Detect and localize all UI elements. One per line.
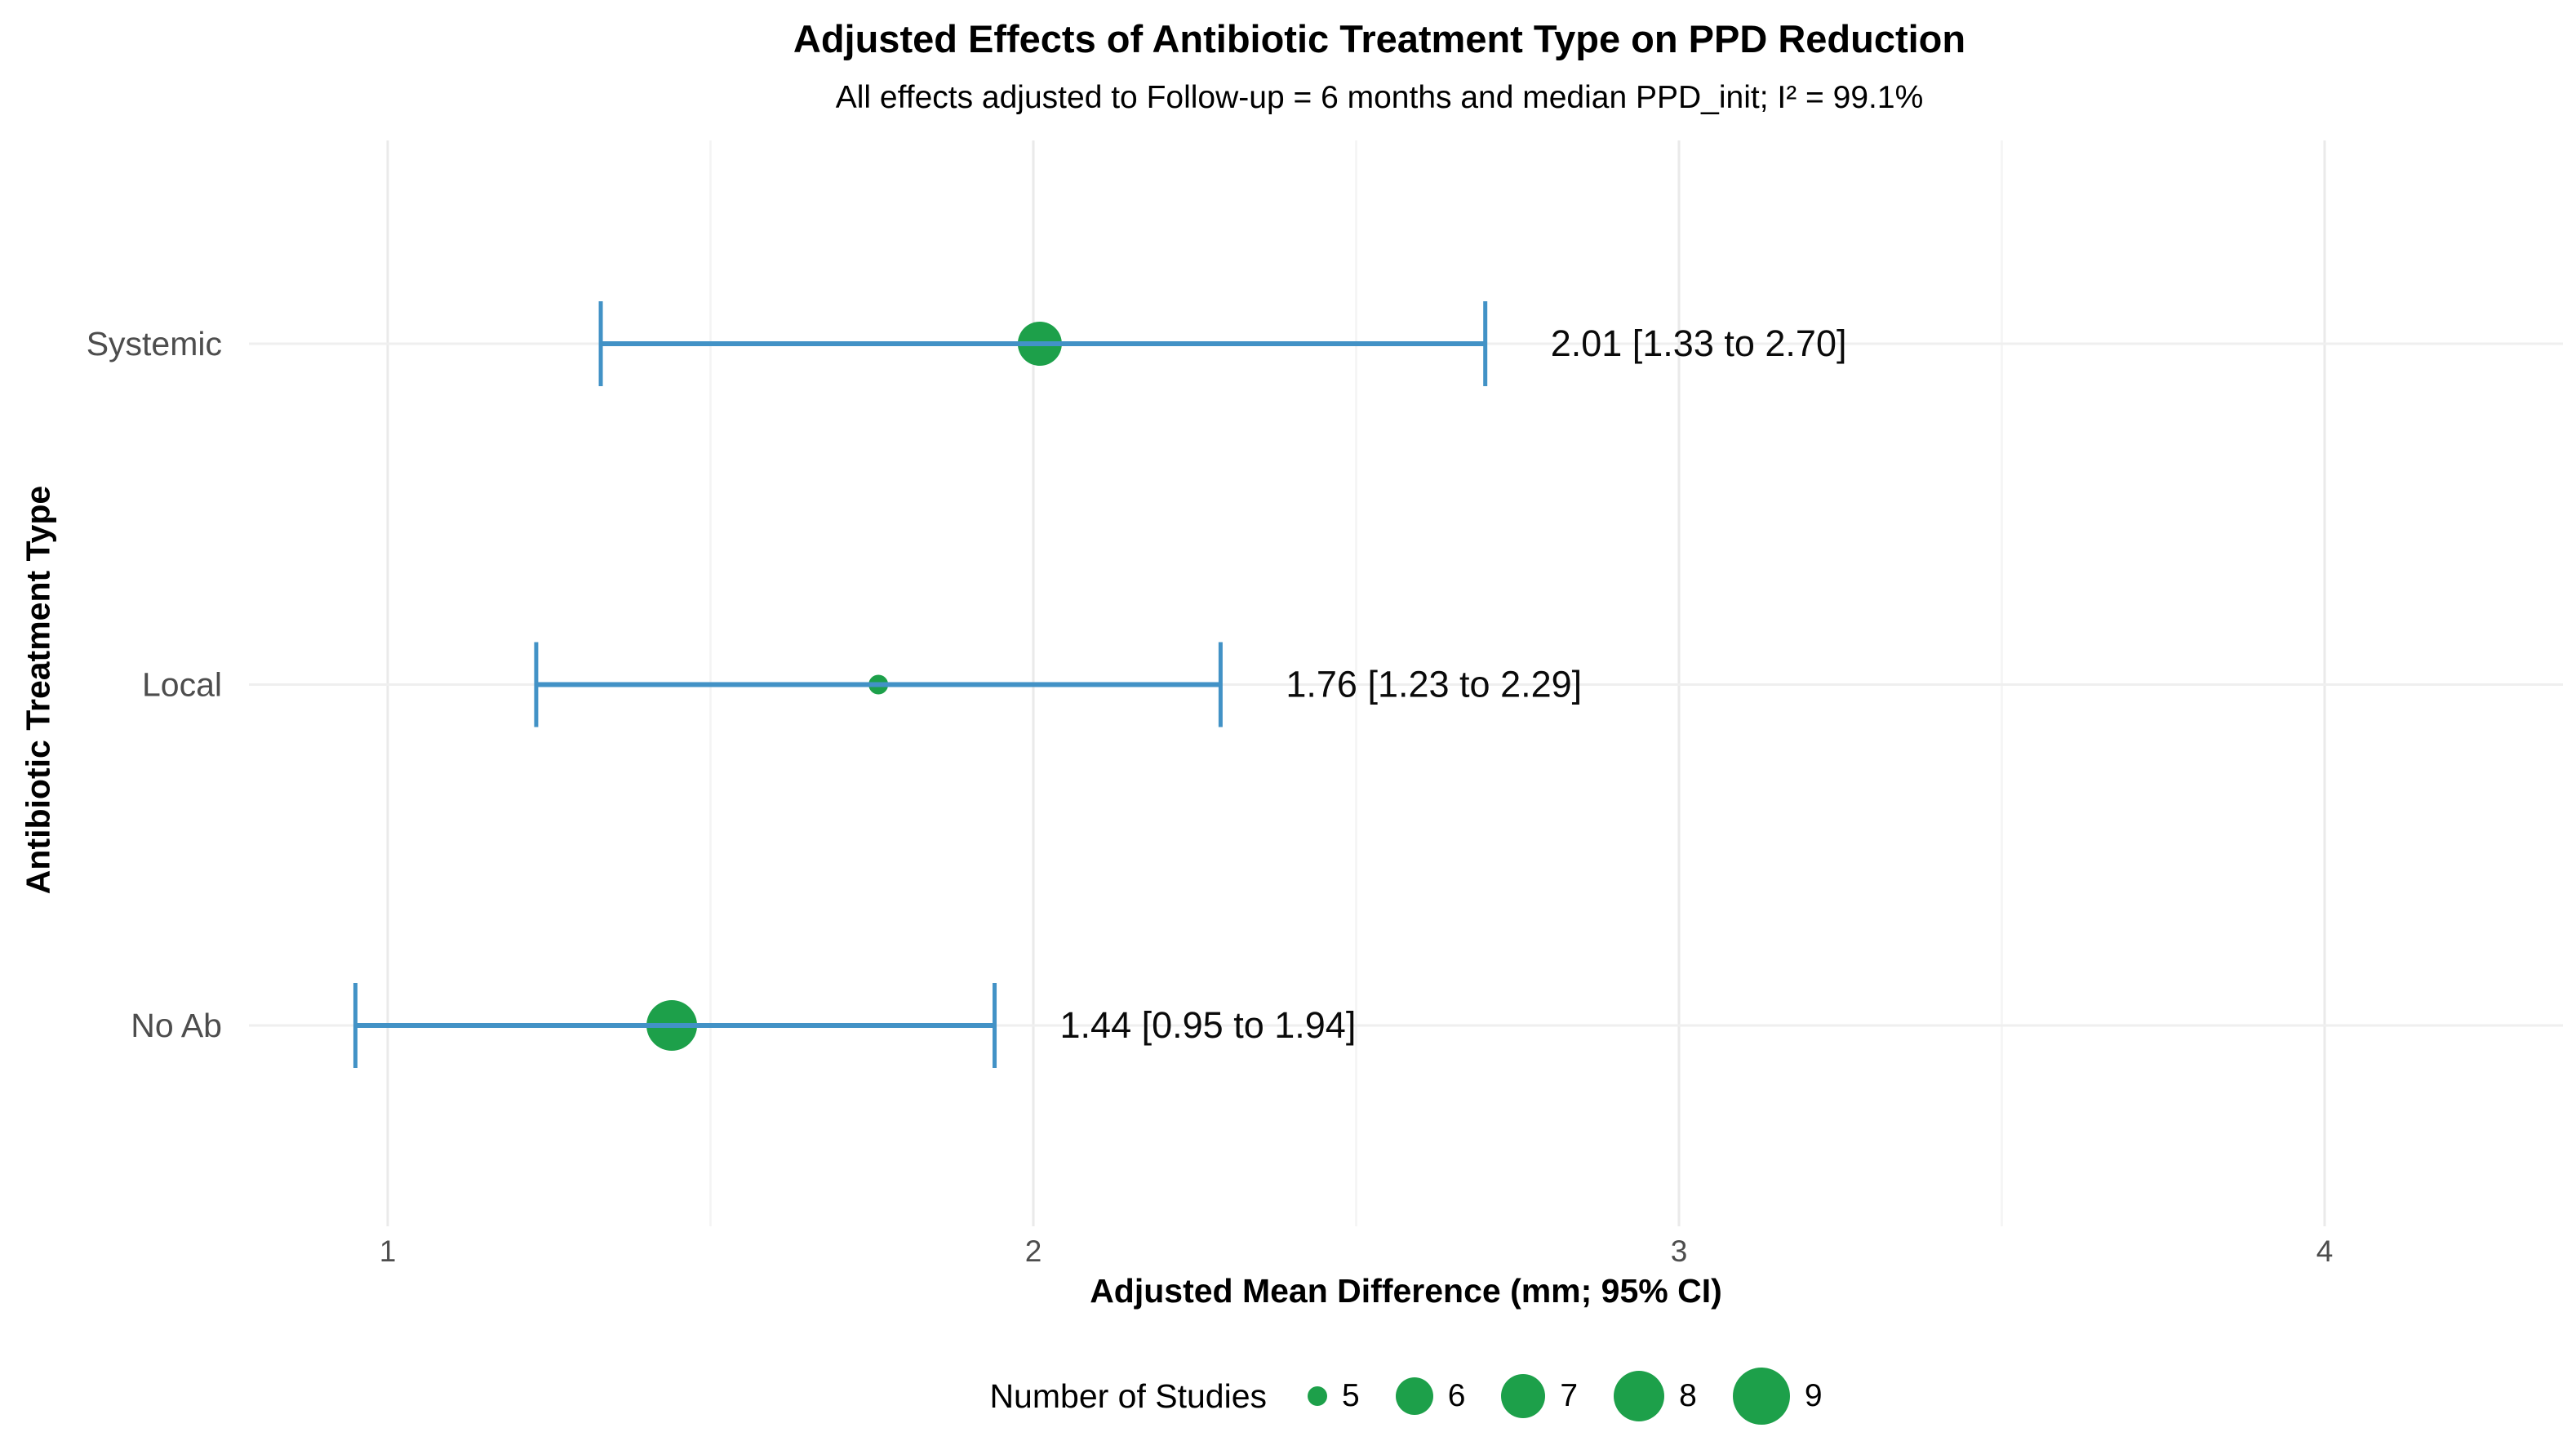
x-tick-label: 3 (1671, 1234, 1688, 1268)
legend-item-7: 7 (1501, 1374, 1578, 1418)
x-tick-label: 4 (2316, 1234, 2334, 1268)
y-tick-label-local: Local (142, 666, 222, 704)
legend-item-6: 6 (1395, 1377, 1466, 1415)
plot-title: Adjusted Effects of Antibiotic Treatment… (793, 17, 1966, 60)
y-axis-title: Antibiotic Treatment Type (19, 485, 57, 895)
x-axis-title: Adjusted Mean Difference (mm; 95% CI) (1090, 1272, 1722, 1310)
legend-size-value: 7 (1560, 1378, 1579, 1413)
x-tick-label: 2 (1025, 1234, 1042, 1268)
size-legend: Number of Studies 5 6 7 8 9 (249, 1362, 2563, 1430)
y-tick-label-systemic: Systemic (87, 325, 222, 362)
plot-subtitle: All effects adjusted to Follow-up = 6 mo… (835, 80, 1924, 115)
legend-size-dot-icon (1732, 1368, 1790, 1425)
ci-annotation: 2.01 [1.33 to 2.70] (1551, 322, 1847, 364)
legend-size-value: 6 (1447, 1378, 1466, 1413)
legend-size-value: 9 (1804, 1378, 1823, 1413)
legend-item-5: 5 (1308, 1378, 1360, 1414)
ci-annotation: 1.44 [0.95 to 1.94] (1060, 1004, 1357, 1046)
legend-size-dot-icon (1501, 1374, 1546, 1418)
legend-size-value: 5 (1342, 1378, 1360, 1413)
legend-item-8: 8 (1614, 1371, 1697, 1421)
legend-size-dot-icon (1395, 1377, 1433, 1415)
legend-size-value: 8 (1679, 1378, 1697, 1413)
legend-size-dot-icon (1614, 1371, 1665, 1421)
y-tick-label-no-ab: No Ab (131, 1007, 222, 1044)
x-tick-label: 1 (380, 1234, 397, 1268)
legend-size-dot-icon (1308, 1386, 1328, 1406)
ci-annotation: 1.76 [1.23 to 2.29] (1286, 664, 1582, 705)
legend-title: Number of Studies (989, 1377, 1268, 1415)
legend-item-9: 9 (1732, 1368, 1823, 1425)
